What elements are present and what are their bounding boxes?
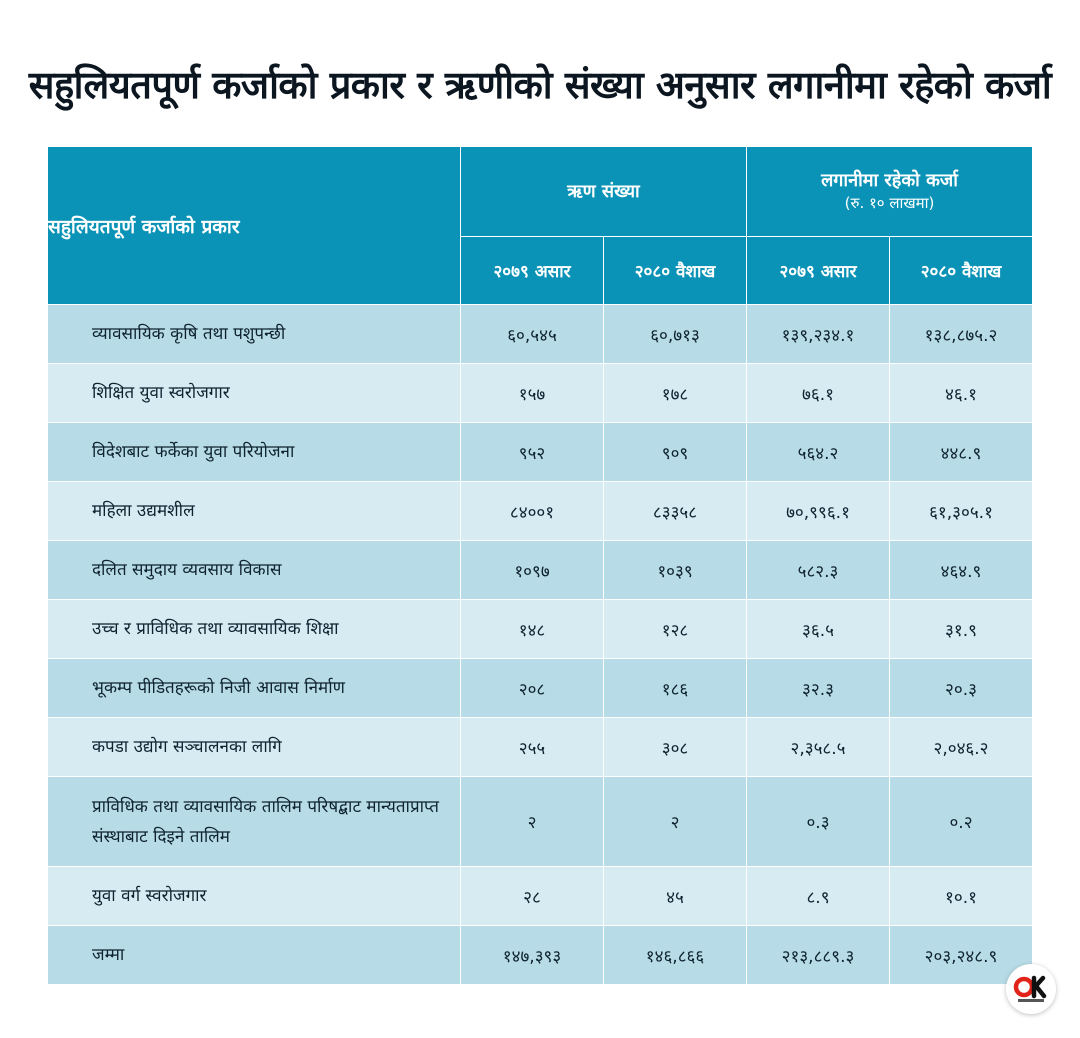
value-cell: १०९७ xyxy=(460,540,604,600)
table-row: दलित समुदाय व्यवसाय विकास १०९७ १०३९ ५८२.३ ४६… xyxy=(47,540,1034,600)
value-cell: ५६४.२ xyxy=(746,422,890,482)
value-cell: २,०४६.२ xyxy=(888,717,1034,777)
year-header: २०८० वैशाख xyxy=(888,236,1034,305)
value-cell: ४६४.९ xyxy=(888,540,1034,600)
value-cell: २५५ xyxy=(460,717,604,777)
value-cell: ३०८ xyxy=(603,717,747,777)
page-title: सहुलियतपूर्ण कर्जाको प्रकार र ऋणीको संख्… xyxy=(28,63,1052,107)
year-header: २०७९ असार xyxy=(746,236,890,305)
loan-table: सहुलियतपूर्ण कर्जाको प्रकार ऋण संख्या लग… xyxy=(47,146,1034,985)
table-row: युवा वर्ग स्वरोजगार २८ ४५ ८.९ १०.१ xyxy=(47,866,1034,926)
value-cell: २८ xyxy=(460,866,604,926)
value-cell: १३९,२३४.१ xyxy=(746,304,890,364)
loan-type-cell: शिक्षित युवा स्वरोजगार xyxy=(47,363,461,423)
value-cell: ३१.९ xyxy=(888,599,1034,659)
value-cell: १४६,८६६ xyxy=(603,925,747,985)
table-row: कपडा उद्योग सञ्चालनका लागि २५५ ३०८ २,३५८.५ २… xyxy=(47,717,1034,777)
table-row: प्राविधिक तथा व्यावसायिक तालिम परिषद्बाट… xyxy=(47,776,1034,867)
total-row: जम्मा १४७,३९३ १४६,८६६ २१३,८८९.३ २०३,२४८.९ xyxy=(47,925,1034,985)
value-cell: २०३,२४८.९ xyxy=(888,925,1034,985)
value-cell: १८६ xyxy=(603,658,747,718)
loan-count-group-header: ऋण संख्या xyxy=(460,146,747,237)
loan-type-header: सहुलियतपूर्ण कर्जाको प्रकार xyxy=(47,146,461,305)
loan-type-cell: युवा वर्ग स्वरोजगार xyxy=(47,866,461,926)
value-cell: ०.२ xyxy=(888,776,1034,867)
table-row: भूकम्प पीडितहरूको निजी आवास निर्माण २०८ १८… xyxy=(47,658,1034,718)
table-row: महिला उद्यमशील ८४००१ ८३३५८ ७०,९९६.१ ६१,३०५.१ xyxy=(47,481,1034,541)
loan-type-cell: प्राविधिक तथा व्यावसायिक तालिम परिषद्बाट… xyxy=(47,776,461,867)
value-cell: ५८२.३ xyxy=(746,540,890,600)
outstanding-loan-unit: (रु. १० लाखमा) xyxy=(844,193,935,212)
value-cell: २०.३ xyxy=(888,658,1034,718)
table-row: विदेशबाट फर्केका युवा परियोजना ९५२ ९०९ ५६४.… xyxy=(47,422,1034,482)
table-row: व्यावसायिक कृषि तथा पशुपन्छी ६०,५४५ ६०,७१३… xyxy=(47,304,1034,364)
loan-type-cell: व्यावसायिक कृषि तथा पशुपन्छी xyxy=(47,304,461,364)
value-cell: २ xyxy=(460,776,604,867)
year-header: २०७९ असार xyxy=(460,236,604,305)
value-cell: १०३९ xyxy=(603,540,747,600)
onlinekhabar-logo-icon xyxy=(1006,964,1056,1014)
value-cell: २ xyxy=(603,776,747,867)
value-cell: २१३,८८९.३ xyxy=(746,925,890,985)
table-row: शिक्षित युवा स्वरोजगार १५७ १७८ ७६.१ ४६.१ xyxy=(47,363,1034,423)
loan-type-cell: महिला उद्यमशील xyxy=(47,481,461,541)
value-cell: ४६.१ xyxy=(888,363,1034,423)
loan-type-cell: दलित समुदाय व्यवसाय विकास xyxy=(47,540,461,600)
value-cell: ६१,३०५.१ xyxy=(888,481,1034,541)
loan-type-cell: भूकम्प पीडितहरूको निजी आवास निर्माण xyxy=(47,658,461,718)
value-cell: १५७ xyxy=(460,363,604,423)
outstanding-loan-group-label: लगानीमा रहेको कर्जा xyxy=(821,169,958,191)
value-cell: ९०९ xyxy=(603,422,747,482)
table-body: व्यावसायिक कृषि तथा पशुपन्छी ६०,५४५ ६०,७१३… xyxy=(47,304,1034,985)
value-cell: २०८ xyxy=(460,658,604,718)
loan-type-cell: उच्च र प्राविधिक तथा व्यावसायिक शिक्षा xyxy=(47,599,461,659)
loan-type-cell: जम्मा xyxy=(47,925,461,985)
year-header: २०८० वैशाख xyxy=(603,236,747,305)
value-cell: ३६.५ xyxy=(746,599,890,659)
loan-type-cell: कपडा उद्योग सञ्चालनका लागि xyxy=(47,717,461,777)
loan-type-cell: विदेशबाट फर्केका युवा परियोजना xyxy=(47,422,461,482)
value-cell: ७६.१ xyxy=(746,363,890,423)
value-cell: ४५ xyxy=(603,866,747,926)
loan-count-group-label: ऋण संख्या xyxy=(567,180,640,202)
value-cell: ३२.३ xyxy=(746,658,890,718)
value-cell: ७०,९९६.१ xyxy=(746,481,890,541)
value-cell: १३८,८७५.२ xyxy=(888,304,1034,364)
value-cell: ६०,७१३ xyxy=(603,304,747,364)
value-cell: १७८ xyxy=(603,363,747,423)
value-cell: ०.३ xyxy=(746,776,890,867)
value-cell: १२८ xyxy=(603,599,747,659)
value-cell: १४७,३९३ xyxy=(460,925,604,985)
value-cell: २,३५८.५ xyxy=(746,717,890,777)
value-cell: ९५२ xyxy=(460,422,604,482)
value-cell: ८३३५८ xyxy=(603,481,747,541)
value-cell: ४४८.९ xyxy=(888,422,1034,482)
value-cell: ६०,५४५ xyxy=(460,304,604,364)
value-cell: ८.९ xyxy=(746,866,890,926)
table-row: उच्च र प्राविधिक तथा व्यावसायिक शिक्षा १४… xyxy=(47,599,1034,659)
value-cell: १४८ xyxy=(460,599,604,659)
value-cell: १०.१ xyxy=(888,866,1034,926)
value-cell: ८४००१ xyxy=(460,481,604,541)
outstanding-loan-group-header: लगानीमा रहेको कर्जा (रु. १० लाखमा) xyxy=(745,146,1034,237)
